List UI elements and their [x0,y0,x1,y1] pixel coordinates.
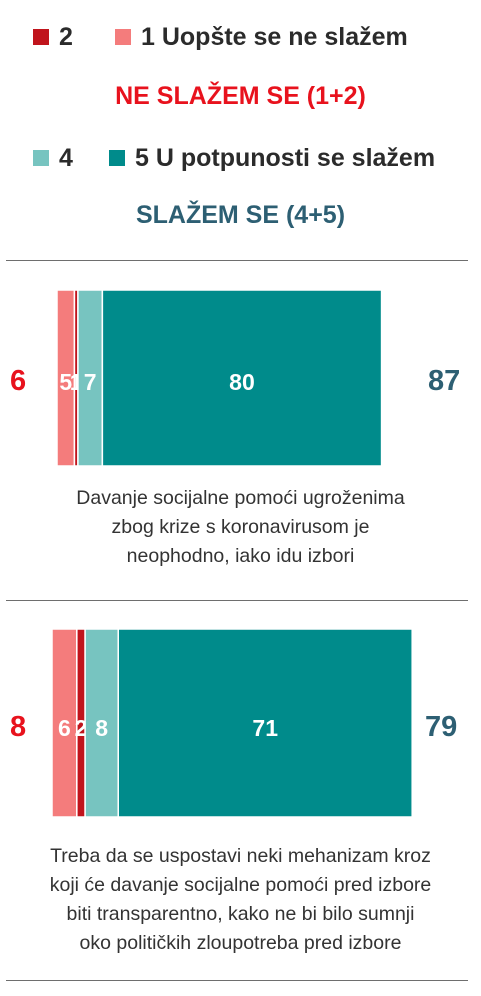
disagree-total: 8 [10,711,26,743]
bar-segment-agree-4 [84,628,119,818]
bar-label-disagree-2: 2 [75,715,88,741]
bar-label-agree-4: 7 [84,369,97,395]
divider-top [6,260,468,261]
caption-2-line-4: oko političkih zloupotreba pred izbore [79,932,402,954]
legend-item-4: 4 [33,141,73,175]
caption-2: Treba da se uspostavi neki mehanizam kro… [0,842,481,958]
bar-label-disagree-1: 6 [58,715,71,741]
legend-row-disagree: 2 1 Uopšte se ne slažem [0,20,481,54]
caption-1: Davanje socijalne pomoći ugroženima zbog… [0,484,481,571]
legend-label-4: 4 [59,143,73,172]
legend-swatch-1 [115,29,131,45]
caption-1-line-1: Davanje socijalne pomoći ugroženima [76,487,405,509]
disagree-total: 6 [10,365,26,397]
bar-segment-agree-5 [101,289,383,467]
legend-swatch-2 [33,29,49,45]
caption-1-line-3: neophodno, iako idu izbori [126,545,355,567]
group-label-agree: SLAŽEM SE (4+5) [135,201,346,229]
caption-2-line-1: Treba da se uspostavi neki mehanizam kro… [50,845,431,867]
caption-1-line-2: zbog krize s koronavirusom je [111,516,370,538]
agree-total: 87 [428,365,460,397]
agree-total: 79 [425,711,457,743]
legend-item-1: 1 Uopšte se ne slažem [115,20,408,54]
bar-label-agree-5: 80 [229,369,255,395]
legend-item-5: 5 U potpunosti se slažem [109,141,435,175]
bar-label-agree-5: 71 [252,715,278,741]
legend-label-2: 2 [59,22,73,51]
legend-label-1: 1 Uopšte se ne slažem [141,22,408,51]
legend-item-2: 2 [33,20,73,54]
stacked-bar-chart-1: 51 7 806 87 [10,289,460,467]
bar-label-disagree-1: 5 [59,369,72,395]
caption-2-line-3: biti transparentno, kako ne bi bilo sumn… [66,903,415,925]
legend-row-agree: 4 5 U potpunosti se slažem [0,141,481,175]
caption-2-line-2: koji će davanje socijalne pomoći pred iz… [49,874,432,896]
legend-swatch-4 [33,150,49,166]
divider-bottom [6,980,468,981]
group-label-disagree: NE SLAŽEM SE (1+2) [115,82,366,110]
legend-swatch-5 [109,150,125,166]
bar-segment-agree-4 [77,289,104,467]
legend-label-5: 5 U potpunosti se slažem [135,143,436,172]
bar-label-agree-4: 8 [95,715,108,741]
divider-middle [6,600,468,601]
bar-segment-agree-5 [117,628,413,818]
stacked-bar-chart-2: 6 2 8 718 79 [10,628,457,818]
